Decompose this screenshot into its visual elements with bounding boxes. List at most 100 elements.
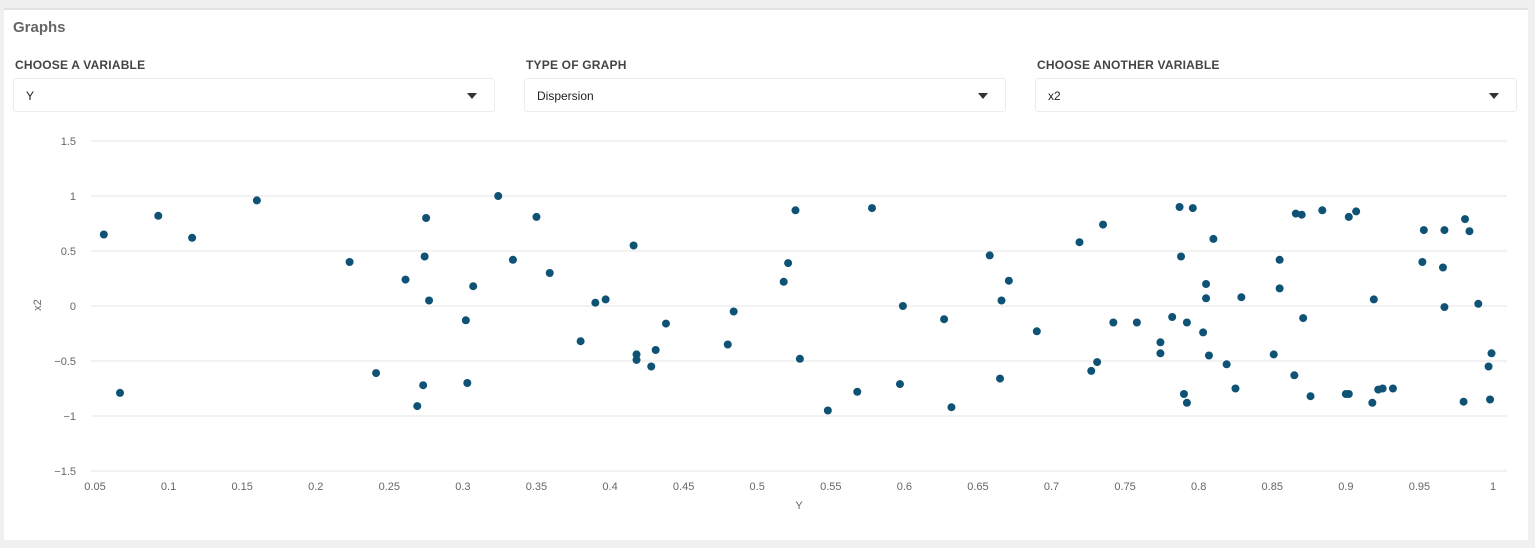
scatter-point[interactable] xyxy=(795,354,804,363)
scatter-point[interactable] xyxy=(661,319,670,328)
scatter-point[interactable] xyxy=(1109,318,1118,327)
scatter-point[interactable] xyxy=(867,204,876,213)
scatter-point[interactable] xyxy=(116,388,125,397)
scatter-point[interactable] xyxy=(345,258,354,266)
scatter-point[interactable] xyxy=(1275,255,1284,264)
scatter-point[interactable] xyxy=(461,316,470,325)
scatter-point[interactable] xyxy=(1156,338,1165,347)
scatter-point[interactable] xyxy=(1132,318,1141,327)
data-points[interactable] xyxy=(99,192,1496,415)
scatter-point[interactable] xyxy=(1344,212,1353,221)
scatter-point[interactable] xyxy=(1459,397,1468,406)
scatter-point[interactable] xyxy=(188,233,197,242)
scatter-point[interactable] xyxy=(1202,280,1211,288)
scatter-point[interactable] xyxy=(1440,226,1449,235)
scatter-point[interactable] xyxy=(947,403,956,412)
scatter-point[interactable] xyxy=(420,252,429,261)
scatter-point[interactable] xyxy=(419,381,428,390)
scatter-point[interactable] xyxy=(729,307,738,316)
scatter-point[interactable] xyxy=(591,298,600,307)
scatter-point[interactable] xyxy=(898,302,907,310)
scatter-point[interactable] xyxy=(1275,284,1284,293)
scatter-point[interactable] xyxy=(1032,327,1041,336)
scatter-point[interactable] xyxy=(1182,398,1191,407)
scatter-point[interactable] xyxy=(1378,384,1387,393)
scatter-point[interactable] xyxy=(823,406,832,415)
scatter-point[interactable] xyxy=(853,387,862,396)
scatter-point[interactable] xyxy=(1299,314,1308,323)
scatter-point[interactable] xyxy=(1438,263,1447,272)
scatter-point[interactable] xyxy=(1487,349,1496,358)
scatter-point[interactable] xyxy=(985,251,994,260)
scatter-point[interactable] xyxy=(791,206,800,215)
scatter-point[interactable] xyxy=(1369,295,1378,304)
scatter-point[interactable] xyxy=(1344,390,1353,398)
scatter-point[interactable] xyxy=(1209,234,1218,243)
scatter-point[interactable] xyxy=(1465,227,1474,236)
scatter-point[interactable] xyxy=(252,196,261,205)
scatter-point[interactable] xyxy=(1168,313,1177,321)
scatter-point[interactable] xyxy=(1175,203,1184,211)
chevron-down-icon[interactable] xyxy=(978,93,988,99)
scatter-point[interactable] xyxy=(632,350,641,359)
scatter-point[interactable] xyxy=(1318,206,1327,215)
scatter-point[interactable] xyxy=(1202,294,1211,303)
scatter-point[interactable] xyxy=(1484,362,1493,371)
scatter-point[interactable] xyxy=(1231,384,1240,393)
scatter-point[interactable] xyxy=(1099,220,1108,229)
scatter-point[interactable] xyxy=(532,212,541,221)
scatter-point[interactable] xyxy=(508,255,517,264)
chevron-down-icon[interactable] xyxy=(467,93,477,99)
scatter-point[interactable] xyxy=(1486,395,1495,404)
scatter-point[interactable] xyxy=(784,259,793,268)
scatter-point[interactable] xyxy=(463,379,472,387)
scatter-point[interactable] xyxy=(723,340,732,349)
scatter-point[interactable] xyxy=(1290,371,1299,380)
scatter-point[interactable] xyxy=(545,269,554,277)
scatter-point[interactable] xyxy=(1352,207,1361,216)
scatter-point[interactable] xyxy=(1075,238,1084,247)
scatter-point[interactable] xyxy=(401,275,410,284)
scatter-point[interactable] xyxy=(413,402,422,411)
scatter-point[interactable] xyxy=(1237,293,1246,302)
scatter-point[interactable] xyxy=(1368,398,1377,407)
scatter-point[interactable] xyxy=(1179,390,1188,398)
scatter-point[interactable] xyxy=(1204,351,1213,360)
scatter-point[interactable] xyxy=(1269,350,1278,359)
scatter-point[interactable] xyxy=(1156,349,1165,358)
scatter-point[interactable] xyxy=(632,355,641,364)
chevron-down-icon[interactable] xyxy=(1489,93,1499,99)
graph-type-select[interactable]: Dispersion xyxy=(524,78,1006,112)
scatter-point[interactable] xyxy=(601,295,610,304)
scatter-point[interactable] xyxy=(1093,358,1102,367)
scatter-point[interactable] xyxy=(1199,328,1208,337)
scatter-point[interactable] xyxy=(372,369,381,378)
scatter-point[interactable] xyxy=(1306,392,1315,401)
scatter-point[interactable] xyxy=(1461,215,1470,224)
scatter-point[interactable] xyxy=(1297,210,1306,219)
scatter-point[interactable] xyxy=(1440,303,1449,312)
scatter-point[interactable] xyxy=(99,230,108,239)
variable-select[interactable]: Y xyxy=(13,78,495,112)
scatter-point[interactable] xyxy=(651,346,660,354)
scatter-point[interactable] xyxy=(1087,366,1096,375)
scatter-point[interactable] xyxy=(494,192,503,200)
scatter-point[interactable] xyxy=(1474,299,1483,308)
scatter-point[interactable] xyxy=(422,214,431,222)
scatter-point[interactable] xyxy=(425,296,434,305)
scatter-point[interactable] xyxy=(576,337,585,346)
scatter-point[interactable] xyxy=(1388,384,1397,393)
another-variable-select[interactable]: x2 xyxy=(1035,78,1517,112)
scatter-point[interactable] xyxy=(996,374,1005,383)
scatter-point[interactable] xyxy=(1222,360,1231,369)
scatter-point[interactable] xyxy=(779,277,788,286)
scatter-point[interactable] xyxy=(940,315,949,324)
scatter-point[interactable] xyxy=(1004,276,1013,285)
scatter-point[interactable] xyxy=(895,380,904,389)
scatter-point[interactable] xyxy=(1418,258,1427,266)
scatter-point[interactable] xyxy=(647,362,656,371)
scatter-point[interactable] xyxy=(629,241,638,250)
scatter-point[interactable] xyxy=(1188,204,1197,213)
scatter-point[interactable] xyxy=(1182,318,1191,327)
scatter-point[interactable] xyxy=(1177,252,1186,261)
